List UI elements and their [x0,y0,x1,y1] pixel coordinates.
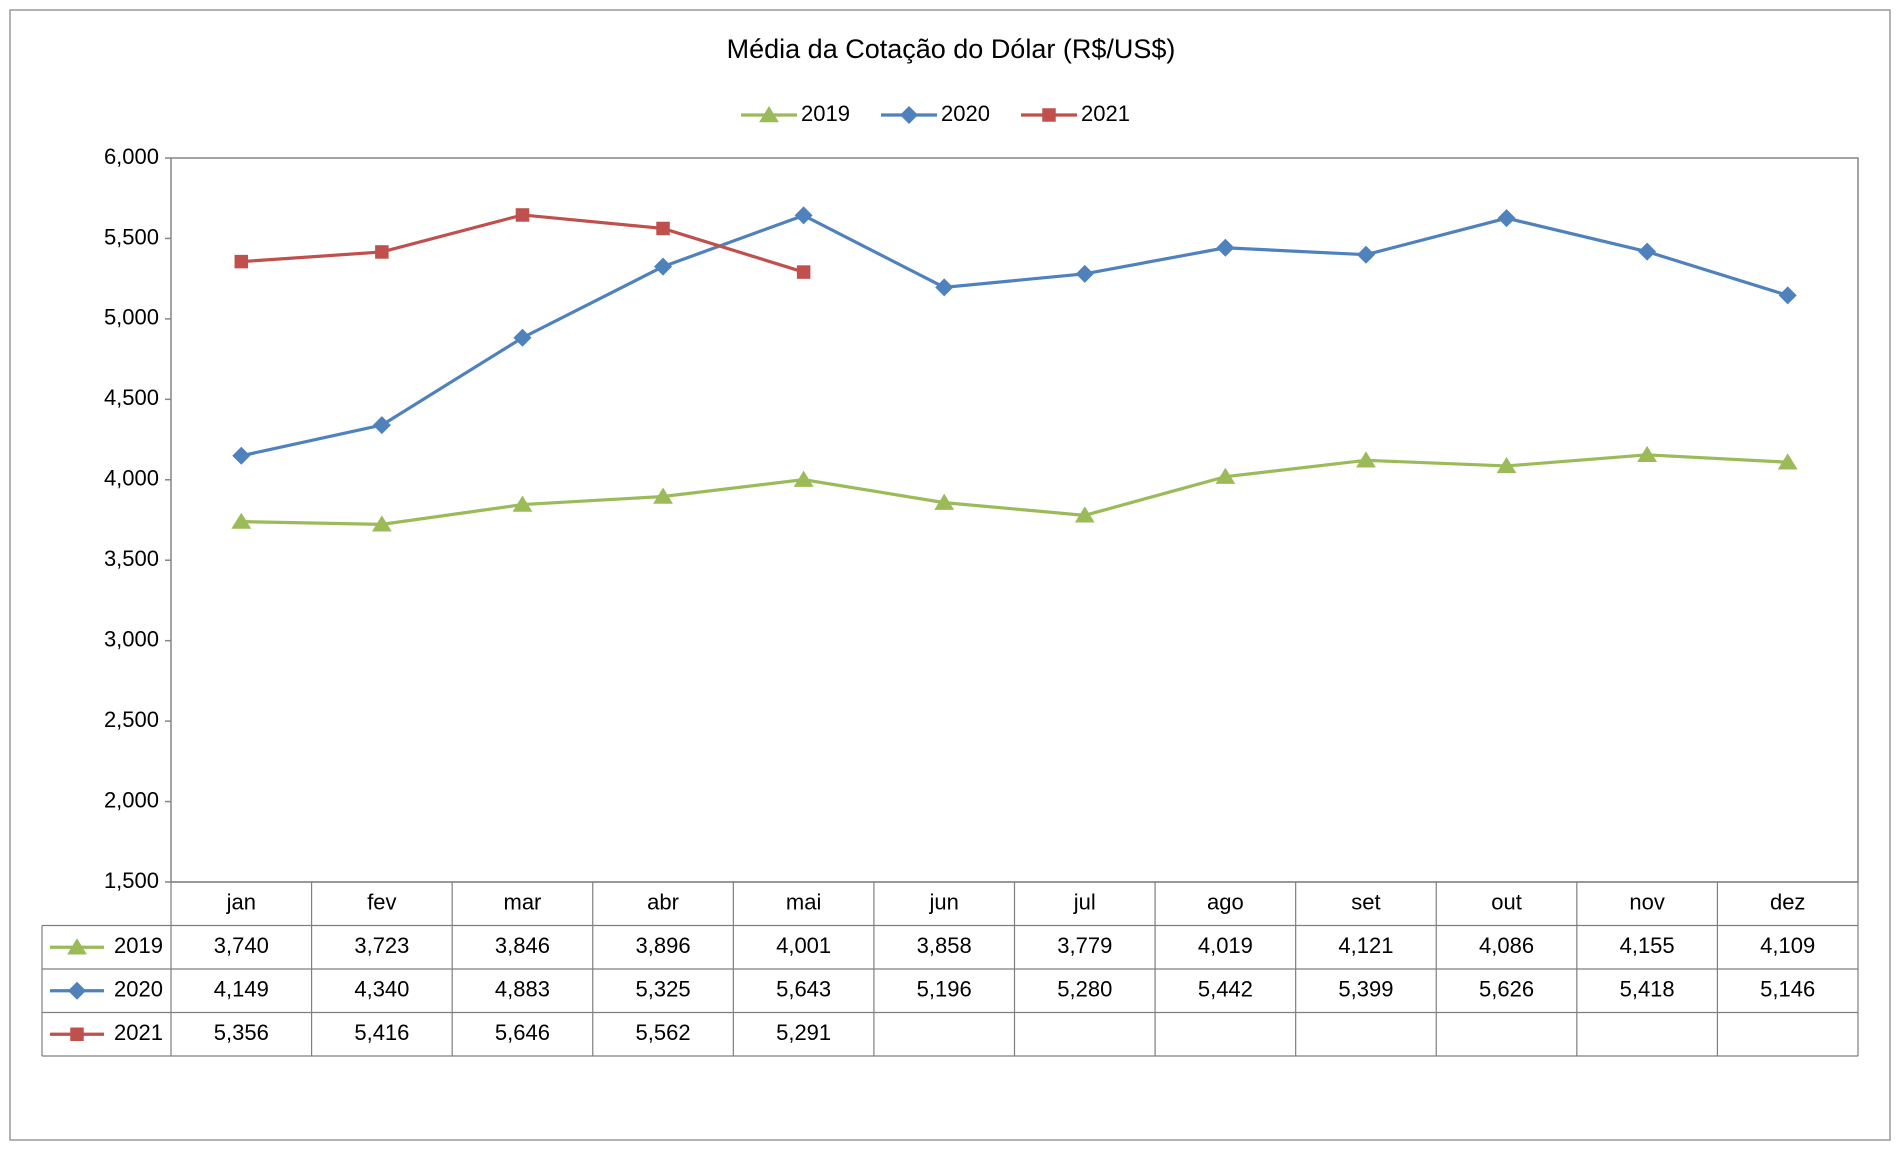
x-tick-label: fev [367,890,396,915]
x-tick-label: mai [786,890,821,915]
x-tick-label: nov [1629,890,1664,915]
table-cell: 5,196 [917,977,972,1002]
point-marker [1075,264,1094,283]
table-cell: 5,626 [1479,977,1534,1002]
point-marker [653,487,673,504]
point-marker [1778,286,1797,305]
y-tick-label: 6,000 [104,144,159,169]
x-tick-label: jun [929,890,959,915]
table-cell: 4,883 [495,977,550,1002]
point-marker [656,221,670,236]
x-tick-label: jul [1073,890,1096,915]
x-tick-label: set [1351,890,1380,915]
table-cell: 3,779 [1057,933,1112,958]
point-marker [1638,242,1657,261]
legend-label: 2020 [941,101,990,126]
point-marker [1356,245,1375,264]
y-tick-label: 2,500 [104,707,159,732]
y-tick-label: 4,500 [104,385,159,410]
point-marker [512,495,533,512]
point-marker [232,446,251,465]
point-marker [934,493,955,510]
point-marker [1497,209,1516,228]
y-tick-label: 4,000 [104,466,159,491]
table-row-label: 2019 [114,933,163,958]
point-marker [513,328,532,347]
point-marker [375,245,389,259]
point-marker [371,515,392,532]
table-cell: 3,896 [636,933,691,958]
point-marker [1074,506,1095,523]
table-cell: 3,740 [214,933,269,958]
y-tick-label: 2,000 [104,787,159,812]
table-cell: 5,356 [214,1020,269,1045]
table-cell: 5,399 [1338,977,1393,1002]
table-cell: 3,846 [495,933,550,958]
table-cell: 5,146 [1760,977,1815,1002]
table-legend-marker [68,981,86,1000]
point-marker [796,265,811,279]
table-cell: 5,280 [1057,977,1112,1002]
series-line [240,213,1789,458]
y-tick-label: 5,500 [104,224,159,249]
point-marker [1356,451,1376,468]
table-cell: 3,858 [917,933,972,958]
table-cell: 4,149 [214,977,269,1002]
legend-label: 2019 [801,101,850,126]
point-marker [234,254,249,269]
legend-label: 2021 [1081,101,1130,126]
point-marker [654,257,673,276]
point-marker [1777,453,1798,470]
point-marker [935,278,954,297]
table-cell: 5,646 [495,1020,550,1045]
x-tick-label: dez [1770,890,1805,915]
table-cell: 4,001 [776,933,831,958]
x-tick-label: mar [504,890,542,915]
table-cell: 4,086 [1479,933,1534,958]
table-cell: 4,109 [1760,933,1815,958]
table-cell: 4,155 [1620,933,1675,958]
point-marker [1637,445,1658,463]
table-legend-marker [70,1027,84,1041]
y-tick-label: 1,500 [104,868,159,893]
legend-marker [759,106,779,123]
y-tick-label: 3,000 [104,626,159,651]
chart-frame [9,9,1891,1141]
series-line [241,453,1788,526]
legend-marker [900,106,918,124]
point-marker [1216,238,1235,257]
table-cell: 5,643 [776,977,831,1002]
table-legend-marker [67,938,87,955]
table-cell: 5,325 [636,977,691,1002]
x-tick-label: abr [647,890,679,915]
point-marker [372,416,391,435]
table-cell: 4,019 [1198,933,1253,958]
x-tick-label: ago [1207,890,1244,915]
x-tick-label: jan [226,890,256,915]
point-marker [515,208,530,222]
table-cell: 5,562 [636,1020,691,1045]
table-cell: 5,442 [1198,977,1253,1002]
table-cell: 4,340 [354,977,409,1002]
point-marker [1496,456,1517,474]
table-cell: 3,723 [354,933,409,958]
x-tick-label: out [1491,890,1522,915]
chart-title: Média da Cotação do Dólar (R$/US$) [727,34,1176,64]
table-cell: 5,418 [1620,977,1675,1002]
y-tick-label: 5,000 [104,305,159,330]
table-cell: 4,121 [1338,933,1393,958]
point-marker [1215,467,1236,484]
y-tick-label: 3,500 [104,546,159,571]
table-row-label: 2020 [114,977,163,1002]
point-marker [231,512,252,529]
table-cell: 5,416 [354,1020,409,1045]
table-cell: 5,291 [776,1020,831,1045]
table-row-label: 2021 [114,1020,163,1045]
legend-marker [1042,108,1056,122]
point-marker [794,206,813,225]
point-marker [793,470,814,487]
